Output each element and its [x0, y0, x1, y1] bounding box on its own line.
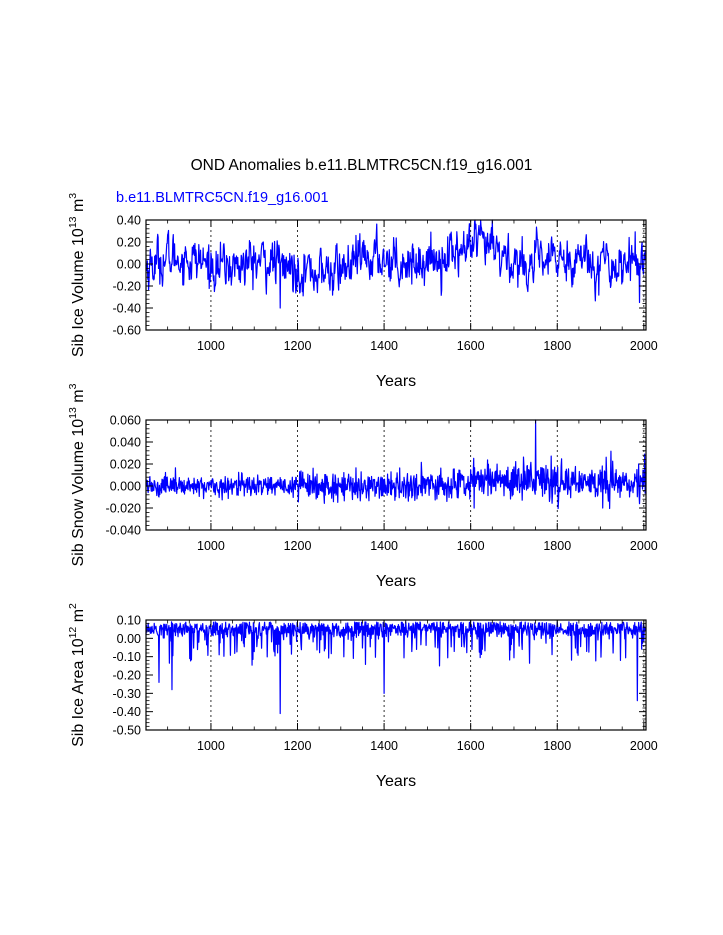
y-axis-label-unit: m [70, 609, 87, 627]
x-tick-label: 1800 [543, 339, 571, 353]
y-axis-label-exponent: 12 [67, 627, 79, 639]
y-tick-label: -0.20 [113, 669, 142, 683]
y-tick-label: 0.00 [117, 258, 141, 272]
series-line [145, 219, 647, 309]
y-tick-label: 0.40 [117, 214, 141, 228]
y-tick-label: -0.50 [113, 724, 142, 738]
series-line [145, 621, 647, 715]
sib-ice-volume-chart: -0.60 -0.40 -0.20 0.00 0.20 0.40 1000 1200 1400 1… [67, 193, 658, 390]
x-tick-label: 1000 [197, 339, 225, 353]
y-axis-label-text: Sib Ice Volume 10 [70, 228, 87, 357]
y-tick-label: 0.000 [110, 480, 141, 494]
x-tick-label: 1000 [197, 539, 225, 553]
x-tick-label: 2000 [630, 739, 658, 753]
x-axis-label: Years [376, 573, 416, 590]
x-tick-label: 1400 [370, 739, 398, 753]
y-tick-label: -0.40 [113, 302, 142, 316]
y-axis-label-unit-exponent: 2 [67, 603, 79, 609]
y-axis-label: Sib Snow Volume 1013 m3 [67, 383, 87, 566]
x-tick-label: 1600 [457, 339, 485, 353]
plot-frame [145, 419, 647, 531]
x-tick-label: 1400 [370, 339, 398, 353]
y-tick-label: -0.10 [113, 650, 142, 664]
sib-snow-volume-chart: -0.040 -0.020 0.000 0.020 0.040 0.060 1000 1200… [67, 383, 658, 590]
x-axis-label: Years [376, 773, 416, 790]
y-axis-label-unit: m [70, 199, 87, 217]
x-tick-label: 1600 [457, 539, 485, 553]
y-tick-label: -0.60 [113, 324, 142, 338]
y-tick-label: 0.060 [110, 414, 141, 428]
y-axis-label: Sib Ice Volume 1013 m3 [67, 193, 87, 357]
y-tick-label: -0.020 [106, 502, 141, 516]
x-tick-label: 2000 [630, 339, 658, 353]
y-tick-label: 0.20 [117, 236, 141, 250]
plot-frame [145, 219, 647, 331]
sib-ice-area-chart: -0.50 -0.40 -0.30 -0.20 -0.10 0.00 0.10 1000 120… [67, 603, 658, 790]
y-tick-label: -0.30 [113, 687, 142, 701]
figure-title: OND Anomalies b.e11.BLMTRC5CN.f19_g16.00… [190, 157, 533, 174]
y-axis-label-unit: m [70, 389, 87, 407]
x-tick-label: 2000 [630, 539, 658, 553]
x-tick-label: 1800 [543, 539, 571, 553]
y-tick-label: 0.00 [117, 632, 141, 646]
y-axis-label-text: Sib Ice Area 10 [70, 638, 87, 747]
x-tick-label: 1800 [543, 739, 571, 753]
y-tick-label: 0.10 [117, 614, 141, 628]
figure-subtitle: b.e11.BLMTRC5CN.f19_g16.001 [116, 190, 329, 206]
x-tick-label: 1000 [197, 739, 225, 753]
y-tick-label: -0.040 [106, 524, 141, 538]
x-tick-label: 1400 [370, 539, 398, 553]
y-axis-label-text: Sib Snow Volume 10 [70, 419, 87, 567]
y-axis-label-unit-exponent: 3 [67, 193, 79, 199]
y-axis-label-unit-exponent: 3 [67, 383, 79, 389]
x-tick-label: 1600 [457, 739, 485, 753]
x-tick-label: 1200 [284, 739, 312, 753]
x-axis-label: Years [376, 373, 416, 390]
y-tick-label: -0.40 [113, 705, 142, 719]
y-tick-label: 0.020 [110, 458, 141, 472]
y-axis-label: Sib Ice Area 1012 m2 [67, 603, 87, 747]
y-axis-label-exponent: 13 [67, 407, 79, 419]
y-tick-label: -0.20 [113, 280, 142, 294]
y-tick-label: 0.040 [110, 436, 141, 450]
series-line [145, 419, 647, 510]
x-tick-label: 1200 [284, 339, 312, 353]
y-axis-label-exponent: 13 [67, 216, 79, 228]
x-tick-label: 1200 [284, 539, 312, 553]
